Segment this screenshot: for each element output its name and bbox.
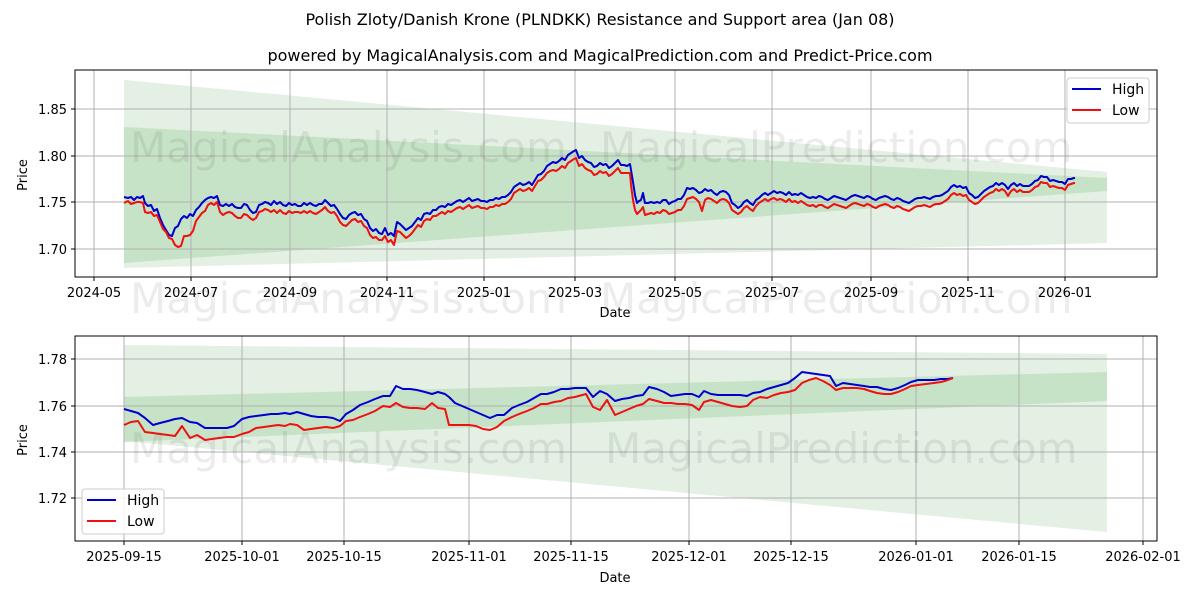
legend-low-label: Low (1112, 103, 1140, 119)
watermark-prediction-bottom: MagicalPrediction.com (605, 424, 1078, 473)
bottom-high-line (123, 371, 954, 429)
top-xtick: 2025-11 (941, 286, 995, 301)
bottom-low-line (123, 377, 954, 441)
top-ytick: 1.85 (38, 103, 67, 118)
top-xtick: 2026-01 (1038, 286, 1092, 301)
bottom-ytick: 1.72 (38, 492, 67, 507)
top-high-line (123, 149, 1075, 237)
top-xtick: 2025-07 (745, 286, 799, 301)
bottom-xtick: 2026-01-15 (981, 550, 1057, 565)
top-axes-frame (74, 69, 1158, 278)
top-xtick: 2025-09 (844, 286, 898, 301)
bottom-grid (75, 336, 1157, 541)
bottom-xtick: 2025-12-01 (651, 550, 727, 565)
chart-subtitle: powered by MagicalAnalysis.com and Magic… (267, 46, 933, 65)
legend-high-label: High (127, 493, 159, 509)
watermark-analysis-bottom: MagicalAnalysis.com (130, 424, 567, 473)
bottom-xtick: 2025-09-15 (86, 550, 162, 565)
top-xtick: 2024-05 (67, 286, 121, 301)
bottom-xtick: 2026-02-01 (1105, 550, 1181, 565)
legend-low-label: Low (127, 514, 155, 530)
top-grid (75, 70, 1157, 277)
top-ytick: 1.80 (38, 150, 67, 165)
bottom-ytick: 1.78 (38, 353, 67, 368)
bottom-axes-frame (74, 335, 1158, 542)
bottom-xaxis-label: Date (599, 571, 630, 586)
top-xtick: 2024-07 (164, 286, 218, 301)
bottom-xtick: 2025-10-01 (204, 550, 280, 565)
bottom-xtick: 2025-10-15 (306, 550, 382, 565)
bottom-xtick: 2026-01-01 (878, 550, 954, 565)
bottom-ytick: 1.76 (38, 400, 67, 415)
top-xtick: 2025-01 (457, 286, 511, 301)
top-xtick: 2024-09 (263, 286, 317, 301)
legend-high-label: High (1112, 82, 1144, 98)
chart-title: Polish Zloty/Danish Krone (PLNDKK) Resis… (305, 10, 895, 29)
top-xtick: 2025-05 (648, 286, 702, 301)
top-ytick: 1.75 (38, 196, 67, 211)
bottom-chart: MagicalAnalysis.com MagicalPrediction.co… (16, 335, 1181, 586)
bottom-xtick: 2025-11-01 (431, 550, 507, 565)
bottom-yaxis-label: Price (16, 424, 31, 456)
watermark-analysis: MagicalAnalysis.com (130, 123, 567, 172)
bottom-legend: High Low (81, 488, 165, 535)
top-yaxis-label: Price (16, 159, 31, 191)
bottom-ytick: 1.74 (38, 446, 67, 461)
top-ytick: 1.70 (38, 243, 67, 258)
top-xtick: 2024-11 (360, 286, 414, 301)
top-legend: High Low (1066, 77, 1150, 124)
top-xaxis-label: Date (599, 306, 630, 321)
watermark-analysis-lower: MagicalAnalysis.com (130, 274, 567, 323)
watermark-prediction-lower: MagicalPrediction.com (600, 274, 1073, 323)
watermark-prediction: MagicalPrediction.com (600, 123, 1073, 172)
top-xtick: 2025-03 (548, 286, 602, 301)
top-chart: MagicalAnalysis.com MagicalPrediction.co… (16, 69, 1158, 323)
top-low-line (123, 157, 1075, 248)
bottom-xtick: 2025-12-15 (753, 550, 829, 565)
bottom-xtick: 2025-11-15 (533, 550, 609, 565)
